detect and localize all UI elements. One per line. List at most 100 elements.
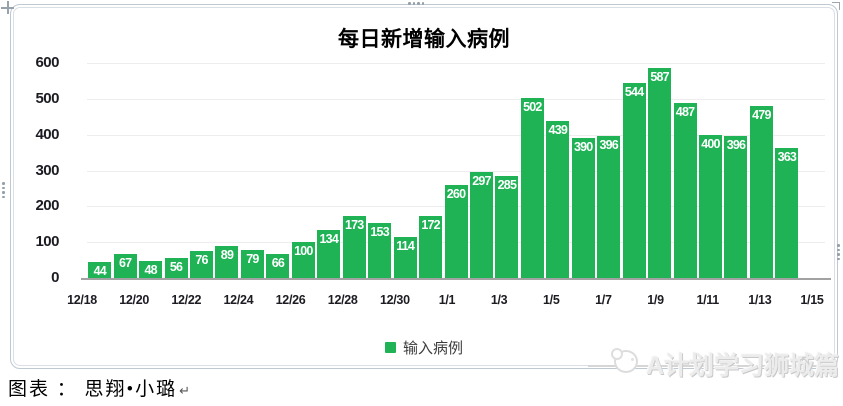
watermark-arrow-icon: ↖ [800,352,812,368]
x-axis-label: 12/28 [327,293,358,307]
bar[interactable]: 544 [622,83,646,278]
bar-value-label: 114 [396,239,415,254]
bar[interactable]: 390 [571,138,595,278]
bar[interactable]: 172 [419,216,443,278]
bar-value-label: 56 [169,259,183,274]
bar[interactable]: 297 [469,171,493,278]
bar[interactable]: 153 [368,223,392,278]
bar[interactable]: 285 [495,175,519,278]
chart-title: 每日新增输入病例 [338,28,510,51]
x-axis-label: 1/13 [748,293,772,307]
bar[interactable]: 79 [240,249,264,278]
bar[interactable]: 76 [190,250,214,278]
bar-value-label: 172 [421,218,440,233]
resize-handle-left-middle[interactable] [2,182,5,198]
paragraph-return-icon: ↵ [179,383,191,398]
bar-value-label: 260 [446,186,466,201]
bar[interactable]: 56 [164,257,188,278]
bar[interactable]: 134 [317,229,341,278]
gridline [87,63,825,64]
bar[interactable]: 48 [139,260,163,278]
y-axis-label: 300 [35,161,59,179]
gridline [87,134,825,136]
bar-value-label: 100 [294,244,313,259]
x-axis-label: 12/18 [67,293,97,307]
bar[interactable]: 363 [775,147,799,278]
resize-handle-top-right[interactable] [832,2,840,10]
resize-handle-bottom-right[interactable] [821,358,829,366]
legend-label: 输入病例 [402,340,463,357]
x-axis-label: 1/5 [543,293,560,307]
y-axis-label: 400 [35,125,59,143]
y-axis-label: 200 [35,197,59,215]
bar-value-label: 396 [726,138,746,153]
x-axis-label: 1/3 [490,293,508,307]
object-anchor-icon[interactable] [1,1,14,14]
x-axis-label: 12/26 [275,293,306,307]
bar[interactable]: 439 [546,120,570,278]
x-axis-label: 1/7 [595,293,612,307]
bar-value-label: 390 [574,140,593,155]
x-axis-label: 12/22 [171,293,202,307]
watermark: A计划学习狮城篇 ↖ [588,344,840,384]
bar-value-label: 89 [220,248,234,263]
bar[interactable]: 44 [88,262,112,278]
resize-handle-right-middle[interactable] [837,244,840,260]
resize-handle-top-middle[interactable] [408,2,424,5]
bar-value-label: 79 [246,251,259,266]
bar-value-label: 153 [370,225,389,240]
gridline [87,170,825,172]
bar-value-label: 363 [777,149,797,164]
bar[interactable]: 67 [113,253,137,278]
bar[interactable]: 260 [444,184,468,278]
plot-area: 44 67 48 56 76 89 79 66 100 134 173 153 114 172 260 297… [81,63,831,280]
bar-value-label: 396 [599,138,618,153]
bar[interactable]: 396 [724,136,748,278]
y-axis-label: 0 [51,269,59,286]
y-axis-label: 600 [35,54,59,71]
bar[interactable]: 400 [698,134,722,278]
bar-value-label: 487 [675,105,695,120]
x-axis-label: 12/24 [223,293,254,307]
bar-value-label: 587 [650,69,669,84]
y-axis-label: 100 [35,233,59,251]
bar-value-label: 173 [344,218,364,232]
legend-swatch-icon [384,342,396,353]
x-axis-line [81,278,831,280]
bar-value-label: 502 [523,100,542,115]
bar[interactable]: 66 [266,254,290,278]
gridline [87,98,825,100]
x-axis-label: 1/9 [647,293,664,307]
bar[interactable]: 587 [648,67,672,278]
x-axis-label: 1/15 [800,293,824,307]
bar-value-label: 479 [752,108,771,123]
bar[interactable]: 173 [342,216,366,278]
bar-value-label: 67 [119,255,132,270]
x-axis-label: 12/30 [379,293,410,307]
chart-caption: 图表 ： 思翔•小璐 ↵ [8,374,190,401]
bar-value-label: 134 [319,231,339,246]
bar[interactable]: 396 [597,136,621,278]
legend[interactable]: 输入病例 [11,337,837,358]
bar-value-label: 285 [497,177,517,192]
bar[interactable]: 100 [291,242,315,278]
watermark-text: A计划学习狮城篇 [646,352,840,380]
embedded-chart-object[interactable]: 每日新增输入病例 44 67 48 56 76 89 79 66 100 134 173 153 114… [10,4,838,369]
caption-text: 图表 ： 思翔•小璐 [8,379,178,400]
bar[interactable]: 114 [393,237,417,278]
bar-value-label: 400 [701,136,720,151]
bar[interactable]: 487 [673,103,697,278]
bar-value-label: 439 [548,122,568,137]
x-axis-label: 1/1 [438,293,456,307]
watermark-logo-icon [611,348,638,373]
bar-value-label: 297 [472,173,491,188]
x-axis-label: 1/11 [696,293,719,307]
bar-value-label: 66 [271,256,285,271]
y-axis-label: 500 [35,89,59,107]
watermark-line [588,365,820,367]
bar[interactable]: 89 [215,246,239,278]
bar-value-label: 48 [144,262,157,277]
bar[interactable]: 479 [749,106,773,278]
bar[interactable]: 502 [520,98,544,278]
